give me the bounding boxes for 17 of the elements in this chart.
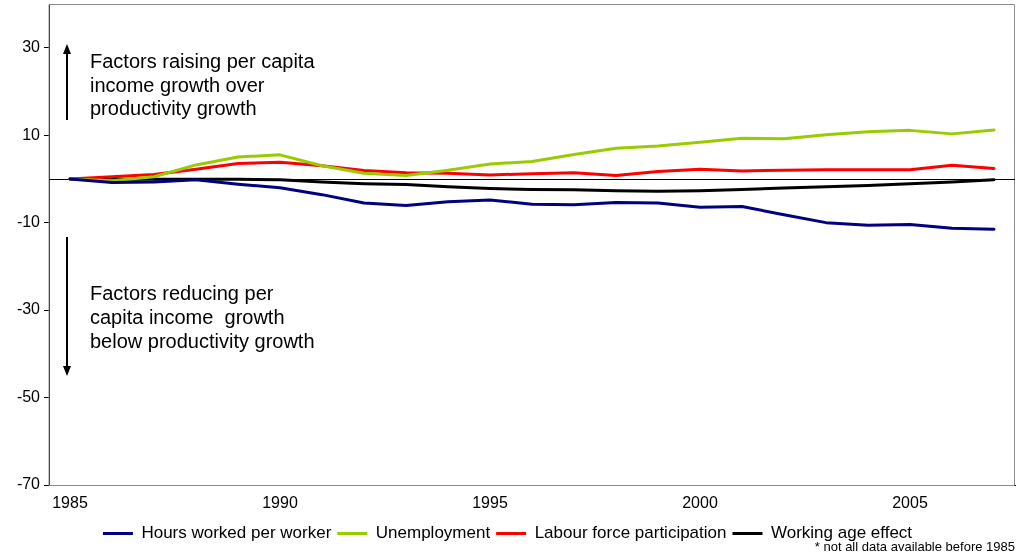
y-tick-label: 30 [22, 38, 41, 56]
x-tick-label: 2005 [892, 494, 928, 512]
legend-label: Labour force participation [534, 523, 727, 543]
legend-label: Unemployment [375, 523, 491, 543]
annotation: Factors reducing per capita income growth below productivity growth [90, 281, 316, 353]
x-tick-label: 2000 [682, 494, 718, 512]
x-tick-label: 1995 [472, 494, 508, 512]
annotation: Factors raising per capita income growth over productivity growth [90, 50, 316, 121]
legend-label: Working age effect [770, 523, 913, 543]
y-tick-label: 10 [22, 125, 41, 143]
y-tick-label: -10 [16, 213, 41, 231]
x-tick-label: 1990 [262, 494, 298, 512]
legend-label: Hours worked per worker [141, 523, 332, 543]
x-tick-label: 1985 [52, 494, 88, 512]
y-tick-label: -30 [16, 300, 41, 318]
y-tick-label: -50 [16, 387, 41, 405]
y-tick-label: -70 [16, 475, 41, 493]
